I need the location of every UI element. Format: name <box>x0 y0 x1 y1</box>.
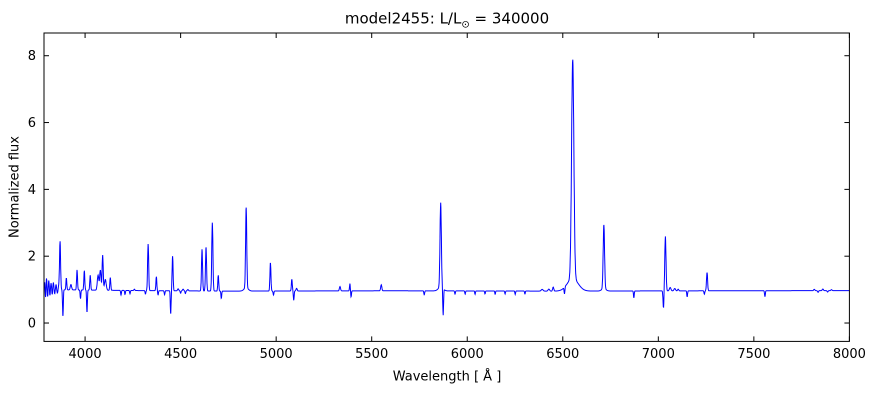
plot-frame <box>43 32 850 342</box>
x-tick-label: 8000 <box>833 347 866 362</box>
x-tick-label: 6500 <box>546 347 579 362</box>
y-tick-label: 2 <box>28 250 36 265</box>
y-tick-label: 8 <box>28 49 36 64</box>
y-tick-label: 0 <box>28 317 36 332</box>
solar-symbol: ⊙ <box>461 19 470 31</box>
spectrum-line <box>43 59 850 316</box>
y-tick-label: 6 <box>28 116 36 131</box>
x-axis-label: Wavelength [ Å ] <box>392 369 502 385</box>
x-tick-label: 4000 <box>69 347 102 362</box>
chart-title: model2455: L/L⊙ = 340000 <box>345 10 549 31</box>
x-tick-label: 5500 <box>355 347 388 362</box>
chart-title-main: model2455: L/L <box>344 9 462 28</box>
x-tick-label: 7500 <box>737 347 770 362</box>
x-tick-label: 6000 <box>451 347 484 362</box>
y-tick-label: 4 <box>28 183 36 198</box>
chart-title-value: = 340000 <box>469 9 550 28</box>
x-tick-label: 4500 <box>164 347 197 362</box>
x-tick-label: 7000 <box>642 347 675 362</box>
y-axis-label: Normalized flux <box>7 136 23 238</box>
x-tick-label: 5000 <box>260 347 293 362</box>
